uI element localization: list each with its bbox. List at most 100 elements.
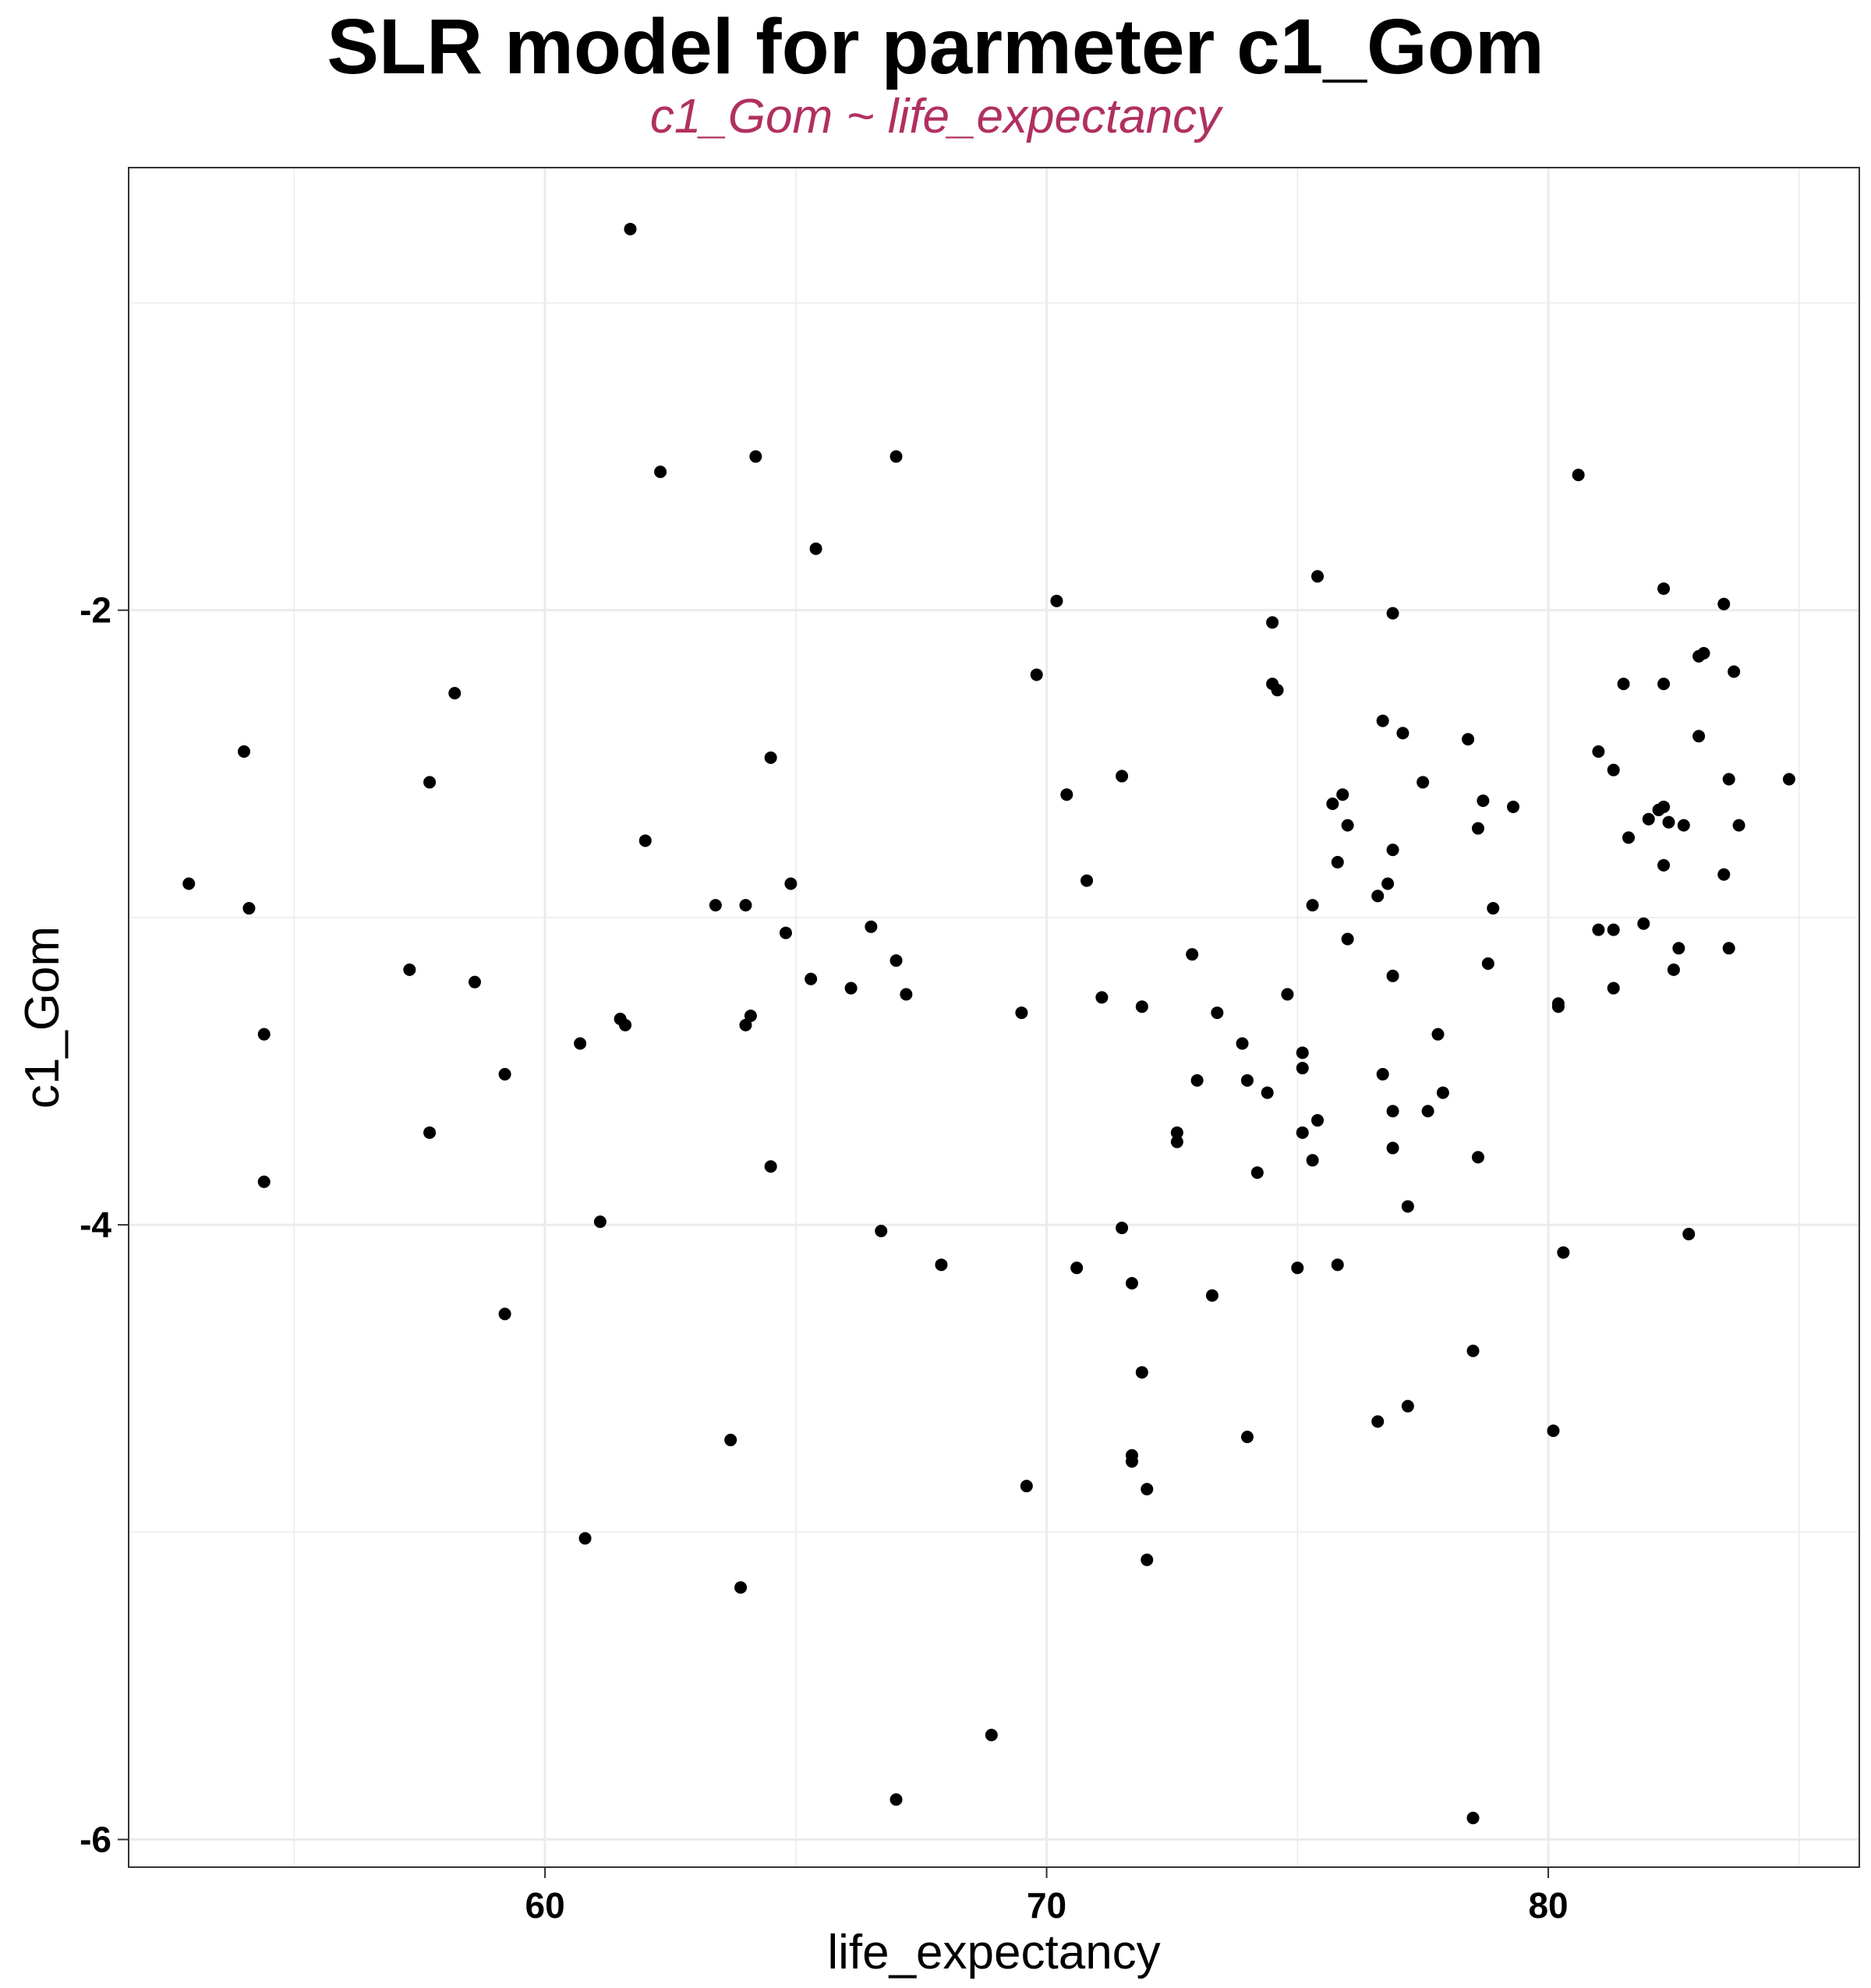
scatter-point	[809, 542, 822, 555]
scatter-point	[1592, 745, 1605, 759]
scatter-point	[1431, 1028, 1445, 1041]
scatter-point	[734, 1581, 748, 1594]
scatter-point	[1271, 684, 1284, 697]
scatter-point	[1386, 607, 1399, 620]
x-axis-label: life_expectancy	[827, 1926, 1160, 1979]
scatter-point	[1551, 997, 1565, 1010]
scatter-point	[1717, 868, 1731, 881]
scatter-point	[1466, 1811, 1480, 1824]
scatter-point	[1732, 819, 1745, 832]
scatter-point	[1487, 902, 1500, 915]
scatter-point	[1306, 1154, 1319, 1167]
scatter-point	[1657, 677, 1671, 691]
scatter-point	[1341, 819, 1354, 832]
data-points	[182, 222, 1795, 1824]
scatter-point	[1331, 855, 1344, 868]
scatter-point	[875, 1224, 888, 1237]
y-axis-ticks: -6 -4 -2	[80, 590, 129, 1860]
scatter-point	[1376, 1067, 1389, 1081]
scatter-point	[1081, 874, 1094, 887]
y-tick-label: -2	[80, 590, 111, 631]
scatter-point	[1236, 1037, 1249, 1050]
plot-panel-border	[128, 167, 1860, 1868]
scatter-point	[1326, 798, 1339, 811]
scatter-point	[1481, 957, 1494, 971]
scatter-point	[423, 776, 437, 789]
scatter-point	[1782, 773, 1795, 786]
scatter-point	[1250, 1166, 1264, 1180]
scatter-point	[1190, 1074, 1204, 1087]
scatter-point	[1622, 831, 1635, 844]
scatter-point	[1722, 773, 1735, 786]
scatter-point	[890, 450, 903, 463]
scatter-point	[1572, 469, 1585, 482]
scatter-point	[1306, 899, 1319, 912]
scatter-point	[1677, 819, 1690, 832]
scatter-point	[654, 465, 667, 479]
scatter-point	[890, 1793, 903, 1806]
scatter-point	[749, 450, 762, 463]
scatter-point	[1386, 844, 1399, 857]
x-axis-ticks: 60 70 80	[525, 1867, 1569, 1926]
scatter-point	[985, 1728, 998, 1742]
scatter-point	[1311, 1114, 1325, 1127]
scatter-point	[423, 1126, 437, 1139]
scatter-point	[724, 1434, 737, 1447]
scatter-point	[1607, 982, 1620, 995]
scatter-point	[1507, 800, 1519, 813]
scatter-point	[619, 1018, 632, 1031]
scatter-point	[900, 988, 913, 1001]
scatter-point	[182, 877, 196, 890]
scatter-point	[1657, 858, 1671, 872]
major-gridlines	[129, 168, 1859, 1867]
scatter-point	[1657, 582, 1671, 596]
scatter-point	[1396, 727, 1409, 740]
scatter-point	[1116, 1222, 1129, 1235]
scatter-point	[1240, 1431, 1254, 1444]
scatter-point	[498, 1307, 511, 1321]
y-tick-label: -4	[80, 1204, 111, 1245]
scatter-point	[1376, 714, 1389, 727]
scatter-point	[469, 975, 481, 989]
scatter-point	[1030, 668, 1043, 681]
scatter-point	[1421, 1105, 1434, 1118]
scatter-point	[1331, 1258, 1344, 1272]
scatter-point	[593, 1215, 607, 1229]
scatter-point	[403, 963, 416, 976]
scatter-point	[890, 954, 903, 967]
scatter-point	[1116, 769, 1129, 783]
chart-subtitle: c1_Gom ~ life_expectancy	[649, 90, 1222, 143]
scatter-point	[1672, 942, 1685, 955]
scatter-point	[1170, 1135, 1183, 1148]
scatter-point	[1386, 1105, 1399, 1118]
scatter-point	[498, 1067, 511, 1081]
scatter-point	[1311, 570, 1325, 583]
scatter-point	[257, 1028, 271, 1041]
scatter-point	[865, 920, 878, 933]
scatter-point	[1050, 594, 1063, 607]
scatter-point	[1141, 1553, 1154, 1566]
x-tick-label: 80	[1528, 1885, 1568, 1926]
scatter-point	[1462, 733, 1475, 746]
scatter-point	[1291, 1261, 1304, 1275]
scatter-point	[1692, 730, 1706, 743]
scatter-point	[238, 745, 250, 759]
scatter-point	[935, 1258, 948, 1272]
scatter-point	[1371, 890, 1385, 903]
scatter-point	[1728, 665, 1741, 678]
scatter-point	[1401, 1399, 1414, 1413]
scatter-point	[1557, 1246, 1570, 1259]
scatter-point	[1717, 597, 1731, 610]
scatter-point	[1296, 1126, 1309, 1139]
scatter-point	[242, 902, 256, 915]
scatter-point	[1371, 1415, 1385, 1428]
scatter-point	[805, 972, 818, 985]
scatter-point	[1060, 788, 1073, 801]
scatter-point	[574, 1037, 587, 1050]
scatter-point	[1386, 969, 1399, 982]
scatter-point	[1266, 616, 1279, 629]
scatter-point	[1607, 763, 1620, 776]
scatter-point	[779, 926, 792, 939]
scatter-point	[1417, 776, 1430, 789]
scatter-point	[1697, 646, 1710, 660]
